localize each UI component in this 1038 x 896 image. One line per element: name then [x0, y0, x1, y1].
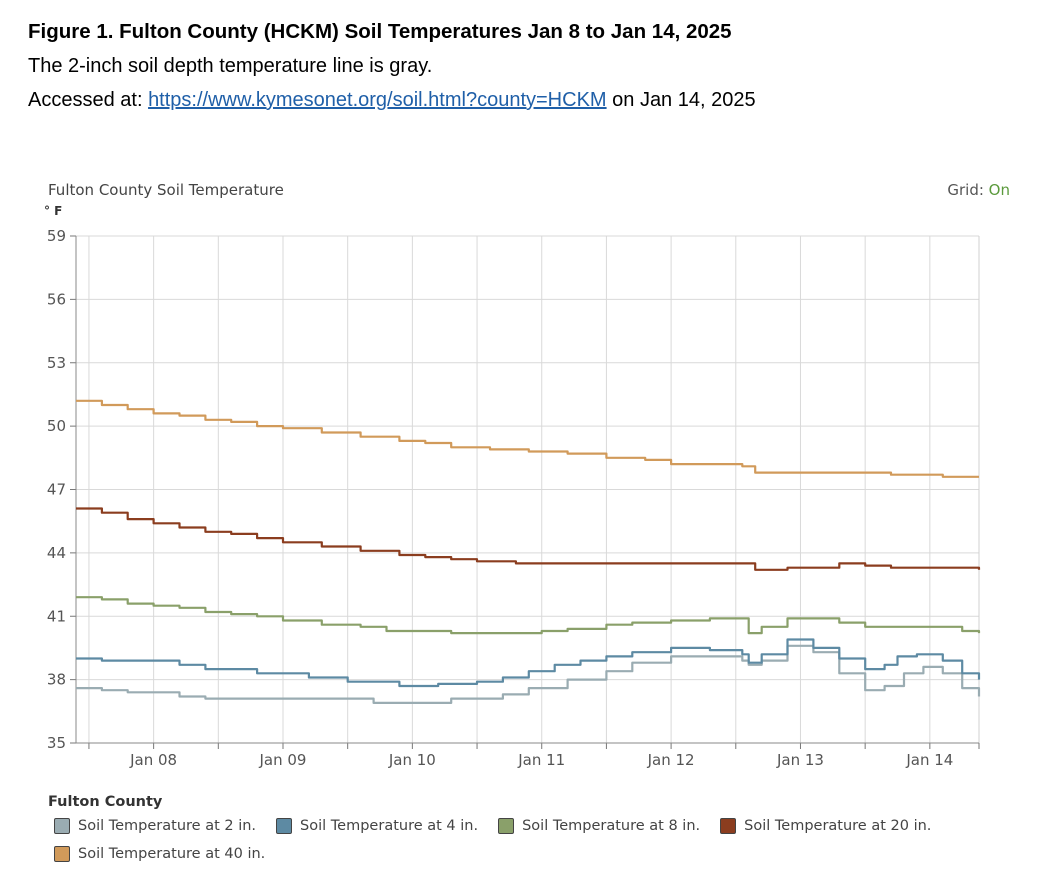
x-tick-label: Jan 09 [258, 751, 306, 769]
x-tick-label: Jan 08 [129, 751, 177, 769]
legend-label: Soil Temperature at 20 in. [744, 818, 932, 834]
legend-swatch [54, 818, 70, 834]
y-tick-label: 59 [47, 227, 66, 245]
y-tick-label: 47 [47, 481, 66, 499]
accessed-suffix: on Jan 14, 2025 [606, 89, 756, 111]
figure-note: The 2-inch soil depth temperature line i… [28, 55, 433, 77]
grid-toggle-label: Grid: [947, 181, 989, 199]
series-line-5 [76, 399, 979, 478]
figure-title: Figure 1. Fulton County (HCKM) Soil Temp… [28, 20, 732, 43]
x-tick-label: Jan 13 [776, 751, 824, 769]
legend-items: Soil Temperature at 2 in. Soil Temperatur… [48, 815, 978, 871]
y-tick-label: 53 [47, 354, 66, 372]
accessed-prefix: Accessed at: [28, 89, 149, 111]
legend-label: Soil Temperature at 4 in. [300, 818, 479, 834]
source-link[interactable]: https://www.kymesonet.org/soil.html?coun… [148, 89, 607, 111]
series-line-1 [76, 644, 981, 704]
legend-label: Soil Temperature at 40 in. [78, 846, 266, 862]
accessed-line: Accessed at: https://www.kymesonet.org/s… [28, 86, 1028, 114]
legend-swatch [498, 818, 515, 834]
legend-swatch [720, 818, 737, 834]
series-line-3 [76, 596, 981, 635]
legend-label: Soil Temperature at 8 in. [522, 818, 701, 834]
y-tick-label: 50 [47, 417, 66, 435]
y-axis-unit: ° F [44, 204, 63, 218]
series-line-4 [76, 507, 981, 571]
legend-title: Fulton County [48, 794, 163, 810]
x-tick-label: Jan 12 [647, 751, 695, 769]
legend-item[interactable]: Soil Temperature at 4 in. [276, 815, 478, 837]
y-tick-label: 44 [47, 544, 66, 562]
legend-label: Soil Temperature at 2 in. [78, 818, 257, 834]
x-tick-label: Jan 14 [905, 751, 953, 769]
legend: Fulton County Soil Temperature at 2 in. S… [48, 794, 1008, 871]
y-tick-label: 38 [47, 671, 66, 689]
y-tick-label: 41 [47, 607, 66, 625]
figure-caption: Figure 1. Fulton County (HCKM) Soil Temp… [28, 18, 1028, 114]
legend-item[interactable]: Soil Temperature at 8 in. [498, 815, 700, 837]
series-line-2 [76, 638, 981, 688]
x-tick-label: Jan 11 [517, 751, 565, 769]
chart-title: Fulton County Soil Temperature [48, 181, 284, 199]
y-tick-label: 56 [47, 290, 66, 308]
legend-item[interactable]: Soil Temperature at 2 in. [54, 815, 256, 837]
legend-item[interactable]: Soil Temperature at 20 in. [720, 815, 931, 837]
grid-toggle-state[interactable]: On [988, 181, 1010, 199]
soil-temperature-chart: 35 38 41 44 47 50 53 56 59 Jan 08 Jan 09 Jan 10 Jan … [47, 227, 981, 769]
x-tick-label: Jan 10 [388, 751, 436, 769]
legend-item[interactable]: Soil Temperature at 40 in. [54, 843, 265, 865]
legend-swatch [54, 846, 70, 862]
legend-swatch [276, 818, 293, 834]
grid-toggle[interactable]: Grid: On [947, 181, 1010, 199]
y-tick-label: 35 [47, 734, 66, 752]
